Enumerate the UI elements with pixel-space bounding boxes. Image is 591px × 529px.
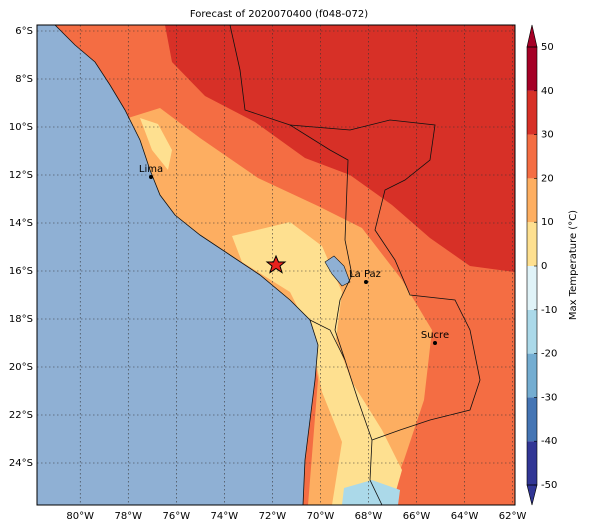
colorbar-band xyxy=(527,222,537,266)
colorbar-band xyxy=(527,266,537,310)
city-label: Sucre xyxy=(421,330,449,341)
map-area xyxy=(37,25,515,505)
border xyxy=(309,319,346,361)
coastline xyxy=(54,25,319,505)
lon-tick-label: 76°W xyxy=(163,511,191,522)
lat-tick-label: 8°S xyxy=(15,74,33,85)
colorbar-band xyxy=(527,441,537,485)
colorbar-tick-label: -50 xyxy=(541,480,557,491)
lat-tick-label: 16°S xyxy=(9,266,33,277)
colorbar-band xyxy=(527,353,537,398)
border xyxy=(289,119,481,441)
colorbar-band xyxy=(527,178,537,223)
city-marker xyxy=(433,341,437,345)
lat-tick-label: 14°S xyxy=(9,218,33,229)
colorbar-band xyxy=(527,47,537,91)
colorbar-tick-label: -20 xyxy=(541,349,557,360)
map-title: Forecast of 2020070400 (f048-072) xyxy=(190,9,368,20)
colorbar-band xyxy=(527,134,537,179)
lon-tick-label: 62°W xyxy=(499,511,527,522)
colorbar-extend xyxy=(526,24,538,48)
mild-zone xyxy=(232,222,402,505)
colorbar-tick-label: 20 xyxy=(541,173,554,184)
lon-tick-label: 74°W xyxy=(211,511,239,522)
city-marker xyxy=(364,280,368,284)
lat-tick-label: 22°S xyxy=(9,410,33,421)
lon-tick-label: 80°W xyxy=(66,511,94,522)
lon-tick-label: 64°W xyxy=(451,511,479,522)
colorbar-label: Max Temperature (°C) xyxy=(568,210,579,320)
city-marker xyxy=(149,175,153,179)
lat-tick-label: 18°S xyxy=(9,314,33,325)
lat-tick-label: 20°S xyxy=(9,362,33,373)
colorbar-tick-label: 40 xyxy=(541,86,554,97)
colorbar-tick-label: -10 xyxy=(541,305,557,316)
colorbar-band xyxy=(527,397,537,442)
lon-tick-label: 78°W xyxy=(114,511,142,522)
colorbar-tick-label: 10 xyxy=(541,217,554,228)
city-label: La Paz xyxy=(349,269,381,280)
lat-tick-label: 6°S xyxy=(15,26,33,37)
colorbar-band xyxy=(527,90,537,135)
lat-tick-label: 12°S xyxy=(9,170,33,181)
cool-zone xyxy=(342,480,400,505)
city-label: Lima xyxy=(139,164,163,175)
star-marker xyxy=(265,254,287,274)
map-frame xyxy=(36,24,516,506)
colorbar-band xyxy=(527,309,537,354)
mild-zone xyxy=(140,118,172,170)
border xyxy=(229,25,383,505)
lon-tick-label: 68°W xyxy=(355,511,383,522)
colorbar-extend xyxy=(526,484,538,506)
lon-tick-label: 72°W xyxy=(259,511,287,522)
lon-tick-label: 66°W xyxy=(403,511,431,522)
lat-tick-label: 10°S xyxy=(9,122,33,133)
hot-zone xyxy=(165,25,515,272)
ocean xyxy=(37,25,318,505)
lat-tick-label: 24°S xyxy=(9,458,33,469)
colorbar-tick-label: 30 xyxy=(541,130,554,141)
colorbar-tick-label: -30 xyxy=(541,392,557,403)
colorbar-tick-label: 0 xyxy=(541,261,547,272)
colorbar-tick-label: -40 xyxy=(541,436,557,447)
colorbar-tick-label: 50 xyxy=(541,42,554,53)
lon-tick-label: 70°W xyxy=(307,511,335,522)
